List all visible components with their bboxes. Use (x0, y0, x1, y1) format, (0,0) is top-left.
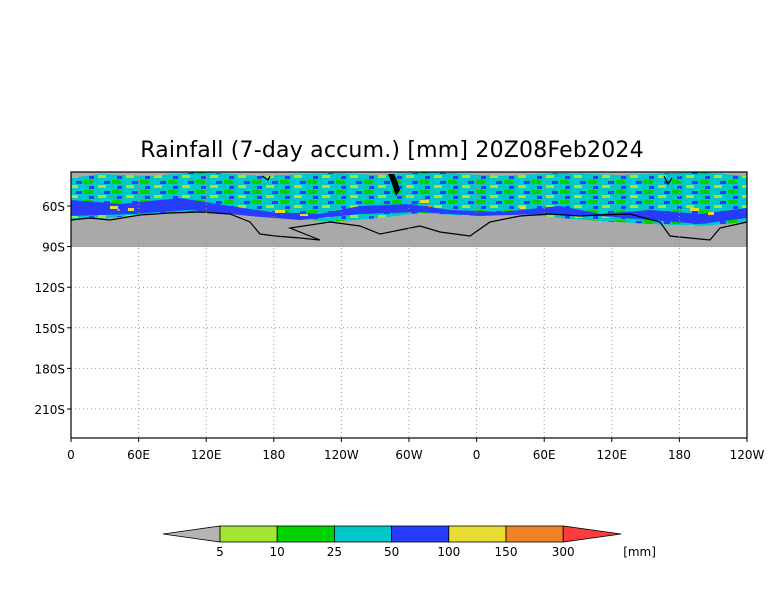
x-tick-label: 120E (191, 448, 222, 462)
heavy-rain-band (71, 198, 747, 224)
y-tick-label: 90S (42, 241, 65, 255)
extreme-rain-cells (117, 205, 431, 211)
x-tick-label: 120W (730, 448, 765, 462)
colorbar-label: 10 (270, 545, 285, 559)
colorbar-label: 50 (384, 545, 399, 559)
precipitation-field (70, 172, 748, 247)
y-tick-label: 60S (42, 200, 65, 214)
y-tick-label: 120S (34, 281, 65, 295)
y-tick-label: 210S (34, 403, 65, 417)
x-tick-label: 120E (597, 448, 628, 462)
x-tick-label: 60E (533, 448, 556, 462)
x-tick-label: 60E (127, 448, 150, 462)
y-axis: 60S 90S 120S 150S 180S 210S (34, 200, 71, 417)
colorbar-label: 300 (552, 545, 575, 559)
antarctic-coastline (70, 211, 748, 241)
colorbar-label: 100 (437, 545, 460, 559)
colorbar-label: 150 (495, 545, 518, 559)
colorbar-over-arrow (562, 525, 622, 543)
colorbar-bin (333, 525, 392, 543)
x-axis: 0 60E 120E 180 120W 60W 0 60E 120E 180 120W (67, 438, 765, 462)
x-tick-label: 0 (473, 448, 481, 462)
y-tick-label: 150S (34, 322, 65, 336)
x-tick-label: 0 (67, 448, 75, 462)
x-tick-label: 180 (262, 448, 285, 462)
colorbar-label: 5 (216, 545, 224, 559)
x-tick-label: 180 (668, 448, 691, 462)
colorbar-bin (448, 525, 507, 543)
colorbar-label: 25 (327, 545, 342, 559)
x-tick-label: 120W (324, 448, 359, 462)
colorbar: 5 10 25 50 100 150 300 [mm] (162, 525, 656, 559)
south-america-tip (388, 174, 400, 196)
colorbar-bin (391, 525, 450, 543)
colorbar-bin (505, 525, 564, 543)
very-heavy-rain-cells (110, 200, 714, 216)
colorbar-bin (219, 525, 278, 543)
colorbar-bin (276, 525, 335, 543)
colorbar-under-arrow (162, 525, 221, 543)
y-tick-label: 180S (34, 362, 65, 376)
map-title: Rainfall (7-day accum.) [mm] 20Z08Feb202… (140, 138, 644, 163)
colorbar-unit: [mm] (623, 545, 656, 559)
x-tick-label: 60W (395, 448, 422, 462)
